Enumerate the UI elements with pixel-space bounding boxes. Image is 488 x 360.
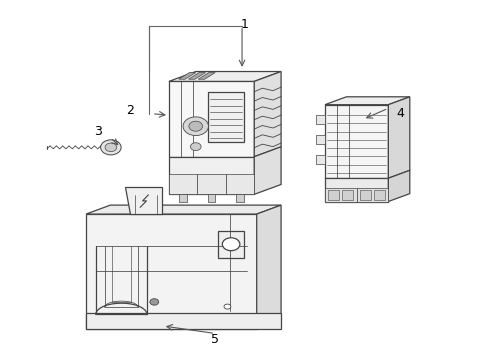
Polygon shape [188, 73, 205, 79]
Polygon shape [198, 73, 215, 79]
Polygon shape [256, 205, 281, 329]
Polygon shape [207, 92, 244, 142]
Polygon shape [325, 178, 387, 202]
Polygon shape [178, 73, 195, 79]
Polygon shape [168, 174, 197, 194]
Polygon shape [387, 170, 409, 202]
Polygon shape [197, 174, 225, 194]
Polygon shape [325, 105, 387, 178]
Polygon shape [316, 116, 325, 125]
Text: 3: 3 [94, 125, 102, 138]
Polygon shape [342, 190, 353, 200]
Polygon shape [86, 313, 281, 329]
Polygon shape [356, 188, 387, 202]
Circle shape [150, 299, 158, 305]
Polygon shape [254, 147, 281, 194]
Text: 1: 1 [240, 18, 248, 31]
Polygon shape [373, 190, 385, 200]
Polygon shape [217, 231, 244, 258]
Polygon shape [359, 190, 370, 200]
Circle shape [105, 143, 117, 152]
Polygon shape [86, 214, 256, 329]
Circle shape [222, 238, 240, 251]
Polygon shape [325, 188, 356, 202]
Circle shape [188, 121, 202, 131]
Polygon shape [225, 174, 254, 194]
Polygon shape [387, 97, 409, 178]
Polygon shape [86, 205, 281, 214]
Circle shape [224, 304, 230, 309]
Polygon shape [316, 155, 325, 164]
Polygon shape [168, 72, 281, 81]
Polygon shape [254, 72, 281, 157]
Polygon shape [207, 194, 215, 202]
Polygon shape [325, 97, 409, 105]
Polygon shape [179, 194, 187, 202]
Polygon shape [168, 81, 254, 157]
Text: 4: 4 [396, 107, 404, 120]
Circle shape [190, 143, 201, 150]
Circle shape [101, 140, 121, 155]
Text: 2: 2 [126, 104, 134, 117]
Circle shape [183, 117, 208, 135]
Polygon shape [168, 157, 254, 194]
Polygon shape [327, 190, 339, 200]
Polygon shape [236, 194, 244, 202]
Polygon shape [125, 187, 161, 214]
Text: 5: 5 [211, 333, 219, 346]
Polygon shape [316, 135, 325, 144]
